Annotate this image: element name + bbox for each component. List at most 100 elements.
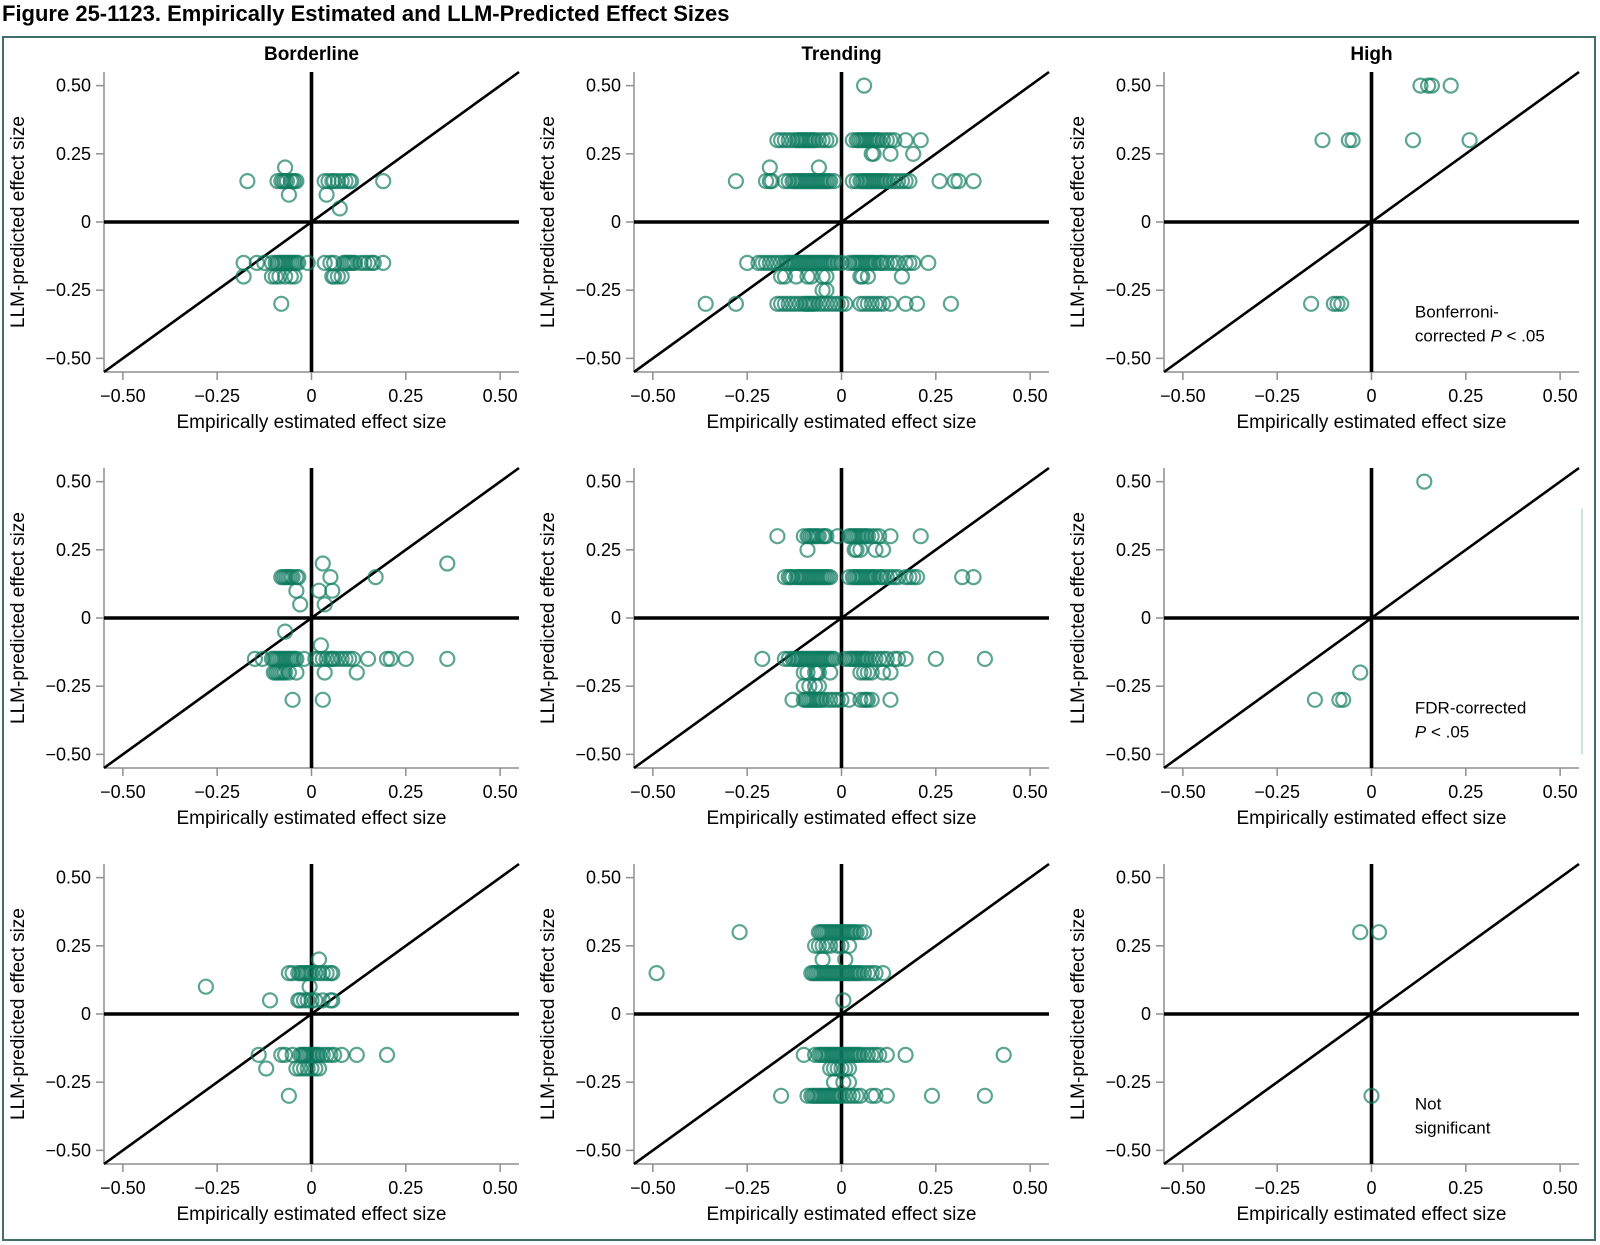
data-point [882,528,899,545]
x-tick-label: −0.50 [1160,1178,1206,1198]
data-point [897,650,914,667]
data-point [1416,473,1433,490]
data-point [286,268,303,285]
x-tick-label: 0.25 [388,386,423,406]
data-point [307,992,324,1009]
panel-title: Borderline [264,44,359,65]
y-tick-label: 0 [81,1004,91,1024]
data-point [818,528,835,545]
zero-lines [1164,72,1579,372]
data-point [833,691,850,708]
data-points [197,951,396,1104]
data-point [1352,664,1369,681]
data-point [837,295,854,312]
data-point [324,965,341,982]
y-tick-label: 0.25 [1116,540,1151,560]
data-point [897,295,914,312]
x-axis-label: Empirically estimated effect size [177,412,447,433]
data-point [397,650,414,667]
data-point [1412,77,1429,94]
data-point [235,268,252,285]
x-tick-label: 0.25 [1448,386,1483,406]
y-tick-label: 0 [611,1004,621,1024]
x-tick-label: 0.50 [1013,386,1048,406]
data-point [239,173,256,190]
axis: −0.50 −0.50 −0.25 −0.25 0 0 0.25 0.25 0.50 0.50 [1105,468,1579,802]
zero-lines [1164,468,1579,768]
zero-lines [1164,864,1579,1164]
data-point [905,145,922,162]
y-tick-label: −0.25 [45,676,91,696]
x-tick-label: 0.50 [1013,782,1048,802]
significance-annotation: Bonferroni- [1415,302,1499,321]
data-point [965,173,982,190]
significance-annotation: Not [1415,1094,1442,1113]
data-point [882,691,899,708]
y-tick-label: 0 [611,212,621,232]
data-point [367,569,384,586]
data-point [324,992,341,1009]
data-point [1314,132,1331,149]
data-point [375,254,392,271]
data-point [1306,691,1323,708]
y-tick-label: 0 [81,212,91,232]
data-point [375,173,392,190]
data-point [365,254,382,271]
x-tick-label: 0 [306,782,316,802]
data-point [277,623,294,640]
data-point [773,1087,790,1104]
y-tick-label: 0.50 [1116,472,1151,492]
data-point [854,268,871,285]
data-point [1461,132,1478,149]
data-point [863,691,880,708]
x-tick-label: 0.50 [1543,782,1578,802]
data-point [874,664,892,681]
data-point [954,569,971,586]
significance-annotation: corrected P < .05 [1415,326,1545,345]
y-tick-label: −0.50 [45,1140,91,1160]
data-points [1352,924,1388,1104]
data-point [288,582,305,599]
data-point [912,132,929,149]
data-point [908,295,926,312]
data-point [856,924,873,941]
y-tick-label: −0.50 [45,348,91,368]
data-point [288,664,305,681]
x-tick-label: −0.50 [100,782,146,802]
x-axis-label: Empirically estimated effect size [707,1204,977,1225]
data-points [235,159,392,312]
data-point [835,992,852,1009]
data-point [825,173,843,190]
y-tick-label: −0.50 [1105,744,1151,764]
x-tick-label: −0.50 [630,386,676,406]
x-tick-label: −0.25 [1254,386,1300,406]
data-point [1333,295,1350,312]
data-point [863,664,880,681]
data-point [901,173,918,190]
significance-annotation: P < .05 [1415,722,1469,741]
x-axis-label: Empirically estimated effect size [1237,1204,1507,1225]
data-point [248,254,265,271]
data-point [897,1046,914,1063]
data-point [814,951,831,968]
panel-not-significant-trending: −0.50 −0.50 −0.25 −0.25 0 0 0.25 0.25 0.50 0.50 LL… [534,830,1064,1244]
x-axis-label: Empirically estimated effect size [1237,412,1507,433]
y-tick-label: −0.25 [575,676,621,696]
panel-bonferroni-trending: −0.50 −0.50 −0.25 −0.25 0 0 0.25 0.25 0.50 0.50 Tr… [534,38,1064,439]
panel-not-significant-borderline: −0.50 −0.50 −0.25 −0.25 0 0 0.25 0.25 0.50 0.50 LL… [4,830,534,1244]
data-point [920,254,937,271]
figure-title: Figure 25-1123. Empirically Estimated an… [2,1,730,26]
data-point [882,145,899,162]
data-point [859,268,876,285]
scatter-plot: −0.50 −0.50 −0.25 −0.25 0 0 0.25 0.25 0.50 0.50 Bo… [8,44,520,433]
data-point [890,650,907,667]
data-point [1442,77,1459,94]
data-points [1306,473,1433,708]
x-tick-label: 0.50 [483,1178,518,1198]
data-point [1423,77,1440,94]
data-point [822,132,839,149]
data-points [697,77,982,312]
data-point [280,186,297,203]
x-tick-label: −0.25 [1254,1178,1300,1198]
data-point [871,1046,888,1063]
